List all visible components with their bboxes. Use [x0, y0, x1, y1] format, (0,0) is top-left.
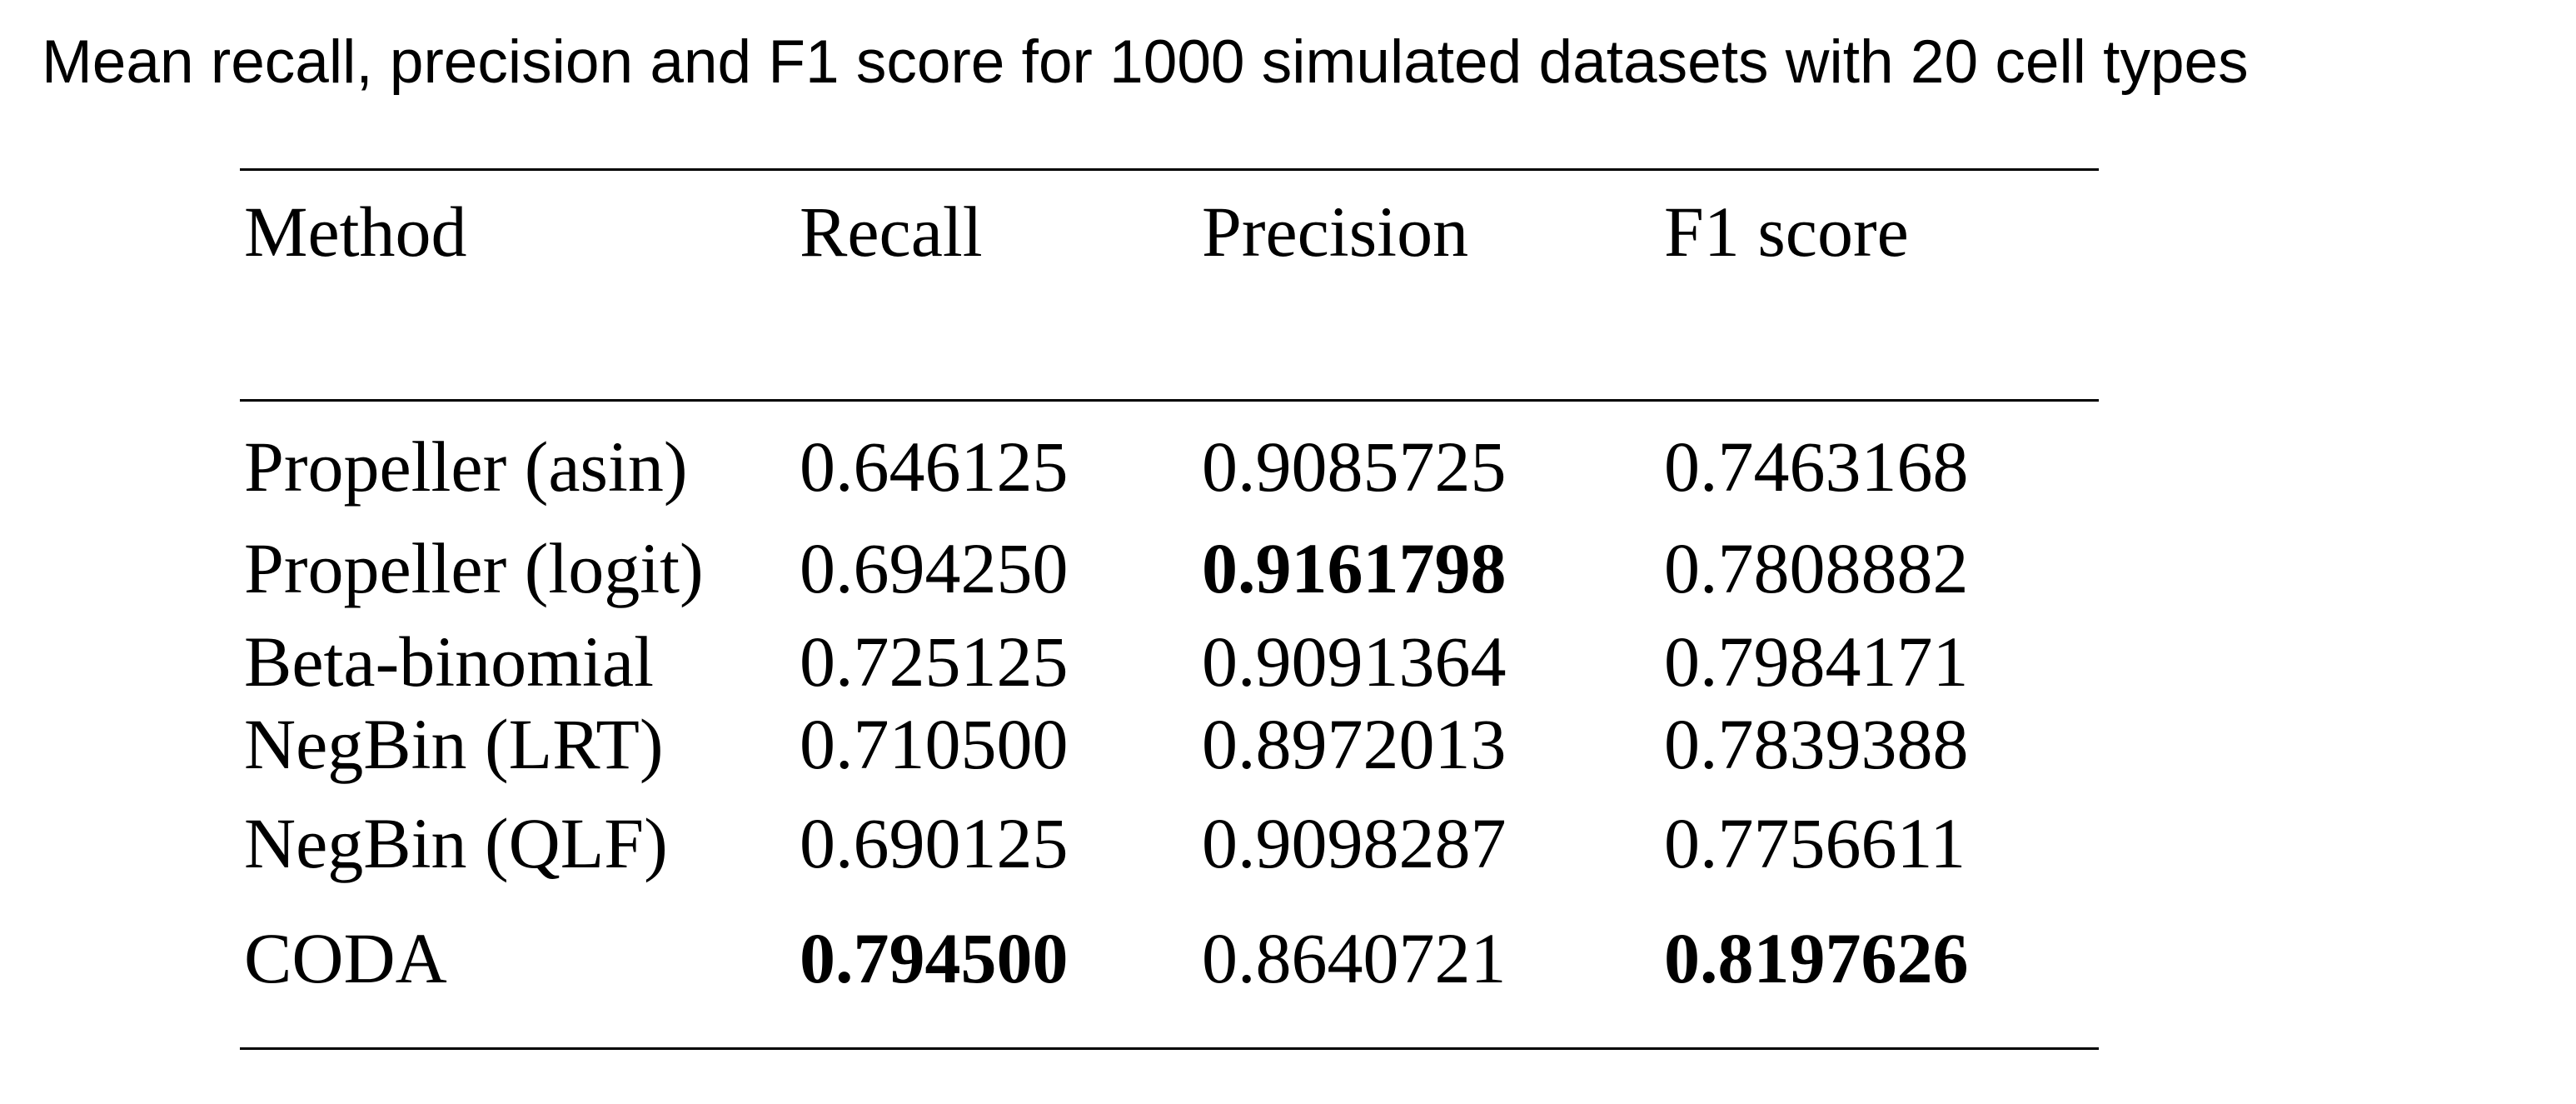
cell-method: CODA [244, 918, 447, 998]
cell-precision: 0.9091364 [1202, 622, 1507, 702]
table-top-rule [240, 168, 2099, 171]
cell-method: NegBin (LRT) [244, 704, 664, 784]
header-method: Method [244, 192, 467, 272]
cell-precision: 0.9085725 [1202, 427, 1507, 507]
cell-recall: 0.690125 [800, 803, 1069, 883]
cell-precision: 0.9098287 [1202, 803, 1507, 883]
cell-method: Propeller (asin) [244, 427, 688, 507]
header-recall: Recall [800, 192, 983, 272]
header-precision: Precision [1202, 192, 1469, 272]
cell-precision: 0.8640721 [1202, 918, 1507, 998]
cell-recall: 0.725125 [800, 622, 1069, 702]
cell-f1: 0.7839388 [1664, 704, 1969, 784]
cell-precision-best: 0.9161798 [1202, 528, 1507, 608]
cell-method: Propeller (logit) [244, 528, 704, 608]
table-bottom-rule [240, 1047, 2099, 1050]
cell-recall-best: 0.794500 [800, 918, 1069, 998]
cell-precision: 0.8972013 [1202, 704, 1507, 784]
cell-method: NegBin (QLF) [244, 803, 668, 883]
table-header-rule [240, 399, 2099, 402]
cell-recall: 0.710500 [800, 704, 1069, 784]
cell-f1: 0.7808882 [1664, 528, 1969, 608]
cell-recall: 0.646125 [800, 427, 1069, 507]
cell-f1: 0.7463168 [1664, 427, 1969, 507]
cell-f1-best: 0.8197626 [1664, 918, 1969, 998]
cell-f1: 0.7984171 [1664, 622, 1969, 702]
cell-f1: 0.7756611 [1664, 803, 1966, 883]
header-f1-score: F1 score [1664, 192, 1909, 272]
page-title: Mean recall, precision and F1 score for … [42, 28, 2249, 96]
cell-method: Beta-binomial [244, 622, 654, 702]
cell-recall: 0.694250 [800, 528, 1069, 608]
